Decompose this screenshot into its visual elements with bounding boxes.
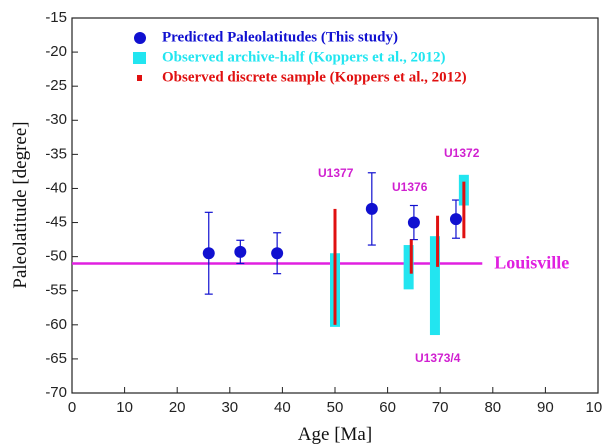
- range-bar: [403, 245, 414, 290]
- x-tick-label: 30: [221, 399, 238, 416]
- y-tick-label: -65: [45, 350, 67, 367]
- legend-swatch: [137, 75, 142, 81]
- legend-swatch: [133, 52, 146, 64]
- point: [271, 247, 284, 260]
- y-tick-label: -50: [45, 248, 67, 265]
- range-bar: [333, 208, 337, 325]
- x-tick-label: 10: [116, 399, 133, 416]
- legend-label: Observed archive-half (Koppers et al., 2…: [162, 49, 445, 65]
- x-tick-label: 60: [379, 399, 396, 416]
- x-tick-label: 20: [169, 399, 186, 416]
- range-bar: [462, 181, 466, 239]
- x-tick-label: 50: [327, 399, 344, 416]
- y-tick-label: -15: [45, 9, 67, 26]
- y-axis-label: Paleolatitude [degree]: [10, 121, 31, 288]
- point: [365, 202, 378, 215]
- y-tick-label: -25: [45, 77, 67, 94]
- annotation: U1373/4: [415, 351, 461, 365]
- range-bar: [409, 239, 413, 274]
- annotation: U1376: [392, 180, 428, 194]
- x-tick-label: 100: [585, 399, 602, 416]
- point: [202, 247, 215, 260]
- y-tick-label: -30: [45, 111, 67, 128]
- y-tick-label: -20: [45, 43, 67, 60]
- point: [449, 213, 462, 226]
- y-tick-label: -55: [45, 282, 67, 299]
- x-axis-label: Age [Ma]: [298, 424, 372, 445]
- annotation: U1377: [318, 166, 354, 180]
- legend-label: Predicted Paleolatitudes (This study): [162, 29, 398, 45]
- y-tick-label: -45: [45, 214, 67, 231]
- range-bar: [429, 236, 440, 336]
- annotation: U1372: [444, 146, 480, 160]
- x-tick-label: 0: [68, 399, 76, 416]
- legend-label: Observed discrete sample (Koppers et al.…: [162, 69, 467, 85]
- x-tick-label: 70: [432, 399, 449, 416]
- y-tick-label: -40: [45, 179, 67, 196]
- point: [407, 216, 420, 229]
- reference-label: Louisville: [494, 253, 569, 273]
- x-tick-label: 40: [274, 399, 291, 416]
- legend-swatch: [134, 32, 146, 44]
- range-bar: [436, 215, 440, 267]
- x-tick-label: 90: [537, 399, 554, 416]
- y-tick-label: -35: [45, 145, 67, 162]
- point: [234, 245, 247, 258]
- x-tick-label: 80: [484, 399, 501, 416]
- y-tick-label: -70: [45, 384, 67, 401]
- y-tick-label: -60: [45, 316, 67, 333]
